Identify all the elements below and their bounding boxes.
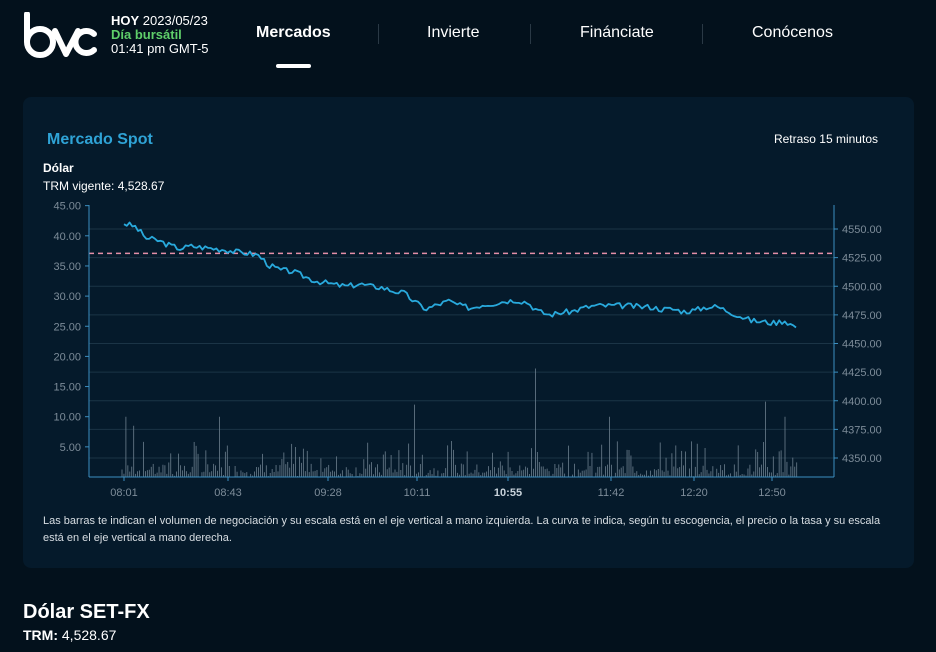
left-axis-tick: 25.00 xyxy=(53,321,81,333)
current-date: 2023/05/23 xyxy=(142,13,208,28)
nav-separator xyxy=(702,24,703,44)
nav-mercados[interactable]: Mercados xyxy=(256,24,331,41)
right-axis-tick: 4475.00 xyxy=(842,310,882,322)
spot-market-card: Mercado Spot Retraso 15 minutos Dólar TR… xyxy=(23,97,914,568)
x-axis-tick: 11:42 xyxy=(598,487,625,499)
active-nav-indicator xyxy=(276,64,311,68)
left-axis-tick: 35.00 xyxy=(53,261,81,273)
market-status: Día bursátil xyxy=(111,27,182,42)
nav-separator xyxy=(378,24,379,44)
card-title: Mercado Spot xyxy=(47,131,153,148)
right-axis-tick: 4350.00 xyxy=(842,453,882,465)
x-axis-tick: 12:20 xyxy=(680,487,708,499)
right-axis-tick: 4450.00 xyxy=(842,339,882,351)
instrument-name: Dólar xyxy=(43,161,74,175)
right-axis-tick: 4375.00 xyxy=(842,424,882,436)
today-label: HOY xyxy=(111,13,140,28)
trm-current: TRM vigente: 4,528.67 xyxy=(43,179,165,193)
nav-separator xyxy=(530,24,531,44)
left-axis-tick: 45.00 xyxy=(53,201,81,213)
x-axis-tick: 12:50 xyxy=(758,487,786,499)
left-axis-tick: 20.00 xyxy=(53,351,81,363)
x-axis-tick: 08:01 xyxy=(110,487,138,499)
right-axis-tick: 4425.00 xyxy=(842,367,882,379)
nav-financiate[interactable]: Fináncia­te xyxy=(580,24,654,41)
left-axis-tick: 10.00 xyxy=(53,412,81,424)
nav-invierte[interactable]: Invierte xyxy=(427,24,480,41)
nav-conocenos[interactable]: Conócenos xyxy=(752,24,833,41)
price-line xyxy=(123,221,797,329)
right-axis-tick: 4500.00 xyxy=(842,281,882,293)
left-axis-tick: 15.00 xyxy=(53,382,81,394)
right-axis-tick: 4525.00 xyxy=(842,253,882,265)
market-date-block: HOY 2023/05/23 Día bursátil 01:41 pm GMT… xyxy=(111,14,209,56)
chart-description: Las barras te indican el volumen de nego… xyxy=(43,515,881,544)
price-volume-chart[interactable]: 5.00 10.00 15.00 20.00 25.00 30.00 35.00 40.00 4… xyxy=(23,97,914,507)
delay-note: Retraso 15 minutos xyxy=(773,132,878,146)
x-axis-tick: 08:43 xyxy=(214,487,242,499)
left-axis-tick: 5.00 xyxy=(60,442,81,454)
site-header: HOY 2023/05/23 Día bursátil 01:41 pm GMT… xyxy=(0,0,936,80)
x-axis-tick: 10:11 xyxy=(404,487,431,499)
right-axis-tick: 4550.00 xyxy=(842,224,882,236)
bvc-logo[interactable] xyxy=(22,12,98,58)
current-time: 01:41 pm GMT-5 xyxy=(111,41,209,56)
x-axis-tick: 09:28 xyxy=(314,487,342,499)
set-fx-title: Dólar SET-FX xyxy=(23,601,150,623)
right-axis-tick: 4400.00 xyxy=(842,396,882,408)
set-fx-trm: TRM: 4,528.67 xyxy=(23,627,116,643)
set-fx-trm-label: TRM: xyxy=(23,627,58,643)
left-axis-tick: 40.00 xyxy=(53,231,81,243)
set-fx-trm-value: 4,528.67 xyxy=(61,627,117,643)
x-axis-tick: 10:55 xyxy=(494,487,522,499)
left-axis-tick: 30.00 xyxy=(53,291,81,303)
